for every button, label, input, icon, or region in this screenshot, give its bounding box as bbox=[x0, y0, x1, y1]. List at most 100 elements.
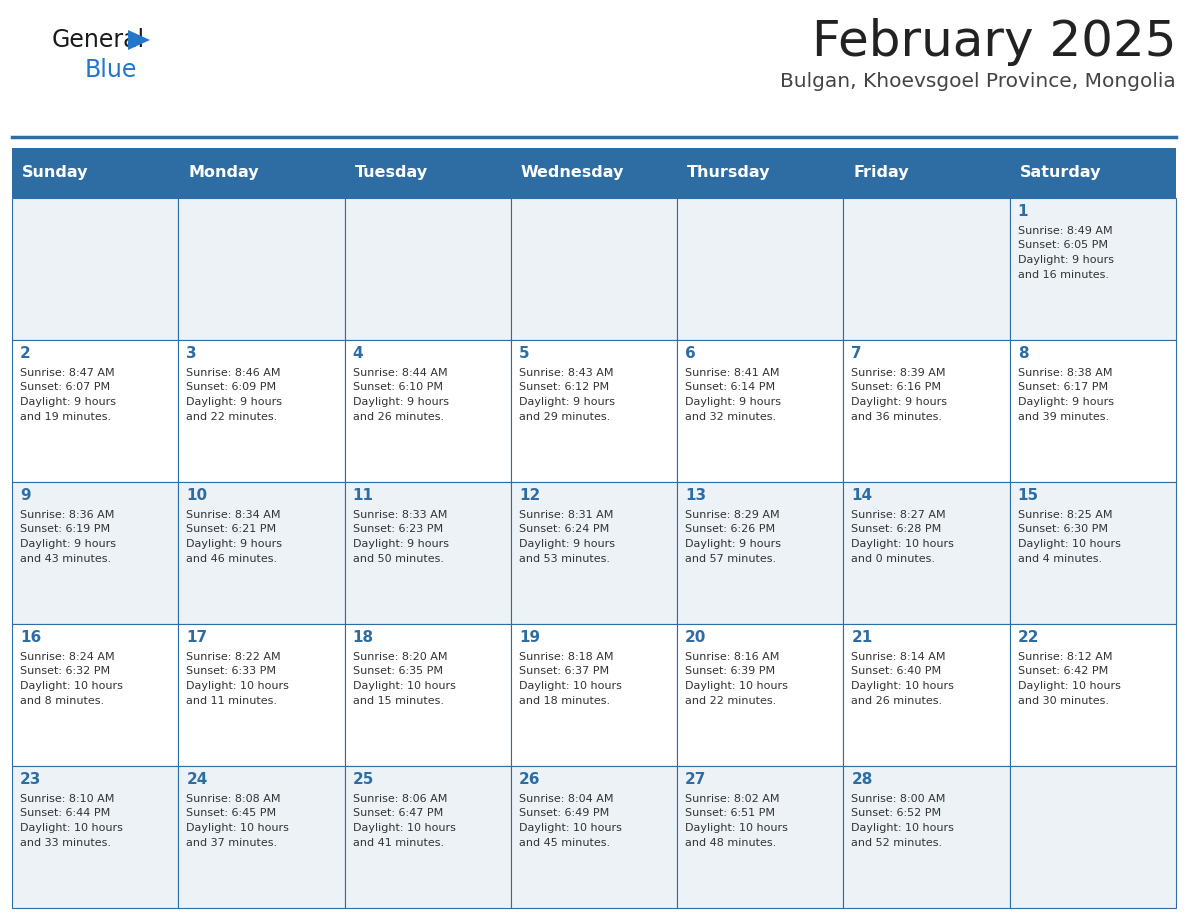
Bar bbox=[12, 766, 178, 908]
Text: Daylight: 10 hours: Daylight: 10 hours bbox=[852, 539, 954, 549]
Text: Sunset: 6:17 PM: Sunset: 6:17 PM bbox=[1018, 383, 1108, 393]
Bar bbox=[12, 198, 178, 340]
Bar bbox=[511, 198, 677, 340]
Text: Sunrise: 8:41 AM: Sunrise: 8:41 AM bbox=[685, 368, 779, 378]
Text: Sunset: 6:05 PM: Sunset: 6:05 PM bbox=[1018, 241, 1107, 251]
Text: 28: 28 bbox=[852, 772, 873, 787]
Text: and 43 minutes.: and 43 minutes. bbox=[20, 554, 112, 564]
Text: and 57 minutes.: and 57 minutes. bbox=[685, 554, 776, 564]
Bar bbox=[677, 482, 843, 624]
Text: Daylight: 10 hours: Daylight: 10 hours bbox=[1018, 681, 1120, 691]
Text: 20: 20 bbox=[685, 630, 707, 645]
Text: and 33 minutes.: and 33 minutes. bbox=[20, 837, 110, 847]
Text: 16: 16 bbox=[20, 630, 42, 645]
Bar bbox=[1010, 340, 1176, 482]
Text: Sunset: 6:51 PM: Sunset: 6:51 PM bbox=[685, 809, 775, 819]
Text: Sunrise: 8:47 AM: Sunrise: 8:47 AM bbox=[20, 368, 114, 378]
Text: Daylight: 9 hours: Daylight: 9 hours bbox=[852, 397, 947, 407]
Bar bbox=[345, 340, 511, 482]
Text: 15: 15 bbox=[1018, 488, 1038, 503]
Text: Sunset: 6:21 PM: Sunset: 6:21 PM bbox=[187, 524, 277, 534]
Text: Sunrise: 8:38 AM: Sunrise: 8:38 AM bbox=[1018, 368, 1112, 378]
Text: 11: 11 bbox=[353, 488, 373, 503]
Text: Sunset: 6:44 PM: Sunset: 6:44 PM bbox=[20, 809, 110, 819]
Text: and 11 minutes.: and 11 minutes. bbox=[187, 696, 277, 706]
Text: and 53 minutes.: and 53 minutes. bbox=[519, 554, 609, 564]
Text: Daylight: 10 hours: Daylight: 10 hours bbox=[353, 823, 455, 833]
Bar bbox=[677, 340, 843, 482]
Text: Sunset: 6:35 PM: Sunset: 6:35 PM bbox=[353, 666, 443, 677]
Bar bbox=[178, 624, 345, 766]
Text: Sunset: 6:26 PM: Sunset: 6:26 PM bbox=[685, 524, 776, 534]
Text: Daylight: 10 hours: Daylight: 10 hours bbox=[519, 823, 621, 833]
Text: Sunrise: 8:29 AM: Sunrise: 8:29 AM bbox=[685, 510, 779, 520]
Text: Sunrise: 8:12 AM: Sunrise: 8:12 AM bbox=[1018, 652, 1112, 662]
Polygon shape bbox=[128, 30, 150, 50]
Text: Sunset: 6:30 PM: Sunset: 6:30 PM bbox=[1018, 524, 1107, 534]
Text: Sunrise: 8:14 AM: Sunrise: 8:14 AM bbox=[852, 652, 946, 662]
Bar bbox=[677, 766, 843, 908]
Text: Sunset: 6:19 PM: Sunset: 6:19 PM bbox=[20, 524, 110, 534]
Text: and 15 minutes.: and 15 minutes. bbox=[353, 696, 443, 706]
Text: February 2025: February 2025 bbox=[811, 18, 1176, 66]
Text: Friday: Friday bbox=[853, 165, 909, 181]
Text: and 16 minutes.: and 16 minutes. bbox=[1018, 270, 1108, 279]
Text: 24: 24 bbox=[187, 772, 208, 787]
Text: Sunrise: 8:25 AM: Sunrise: 8:25 AM bbox=[1018, 510, 1112, 520]
Text: Sunrise: 8:31 AM: Sunrise: 8:31 AM bbox=[519, 510, 613, 520]
Bar bbox=[12, 624, 178, 766]
Text: Sunrise: 8:27 AM: Sunrise: 8:27 AM bbox=[852, 510, 946, 520]
Text: Sunrise: 8:00 AM: Sunrise: 8:00 AM bbox=[852, 794, 946, 804]
Bar bbox=[178, 340, 345, 482]
Text: Sunset: 6:09 PM: Sunset: 6:09 PM bbox=[187, 383, 277, 393]
Text: 12: 12 bbox=[519, 488, 541, 503]
Text: Saturday: Saturday bbox=[1019, 165, 1101, 181]
Text: and 4 minutes.: and 4 minutes. bbox=[1018, 554, 1101, 564]
Text: and 41 minutes.: and 41 minutes. bbox=[353, 837, 443, 847]
Text: Daylight: 9 hours: Daylight: 9 hours bbox=[353, 539, 449, 549]
Text: Daylight: 10 hours: Daylight: 10 hours bbox=[20, 681, 122, 691]
Text: Daylight: 10 hours: Daylight: 10 hours bbox=[187, 681, 289, 691]
Text: Daylight: 9 hours: Daylight: 9 hours bbox=[519, 539, 615, 549]
Text: 14: 14 bbox=[852, 488, 872, 503]
Text: Sunrise: 8:16 AM: Sunrise: 8:16 AM bbox=[685, 652, 779, 662]
Text: 9: 9 bbox=[20, 488, 31, 503]
Bar bbox=[12, 340, 178, 482]
Text: Sunrise: 8:08 AM: Sunrise: 8:08 AM bbox=[187, 794, 280, 804]
Text: Sunset: 6:23 PM: Sunset: 6:23 PM bbox=[353, 524, 443, 534]
Text: Sunset: 6:40 PM: Sunset: 6:40 PM bbox=[852, 666, 942, 677]
Bar bbox=[677, 198, 843, 340]
Bar bbox=[345, 198, 511, 340]
Text: Daylight: 9 hours: Daylight: 9 hours bbox=[187, 397, 283, 407]
Bar bbox=[843, 340, 1010, 482]
Text: 5: 5 bbox=[519, 346, 530, 361]
Text: Sunset: 6:07 PM: Sunset: 6:07 PM bbox=[20, 383, 110, 393]
Text: Wednesday: Wednesday bbox=[520, 165, 624, 181]
Text: Daylight: 9 hours: Daylight: 9 hours bbox=[685, 539, 782, 549]
Text: 3: 3 bbox=[187, 346, 197, 361]
Text: Daylight: 10 hours: Daylight: 10 hours bbox=[1018, 539, 1120, 549]
Text: 2: 2 bbox=[20, 346, 31, 361]
Text: Daylight: 9 hours: Daylight: 9 hours bbox=[519, 397, 615, 407]
Text: and 48 minutes.: and 48 minutes. bbox=[685, 837, 777, 847]
Text: Daylight: 10 hours: Daylight: 10 hours bbox=[20, 823, 122, 833]
Bar bbox=[345, 766, 511, 908]
Bar bbox=[511, 766, 677, 908]
Text: Sunrise: 8:10 AM: Sunrise: 8:10 AM bbox=[20, 794, 114, 804]
Bar bbox=[12, 148, 1176, 198]
Text: Tuesday: Tuesday bbox=[354, 165, 428, 181]
Bar bbox=[843, 766, 1010, 908]
Text: 18: 18 bbox=[353, 630, 374, 645]
Text: Daylight: 10 hours: Daylight: 10 hours bbox=[852, 681, 954, 691]
Text: and 36 minutes.: and 36 minutes. bbox=[852, 411, 942, 421]
Text: 25: 25 bbox=[353, 772, 374, 787]
Bar bbox=[1010, 624, 1176, 766]
Text: Daylight: 9 hours: Daylight: 9 hours bbox=[20, 397, 116, 407]
Text: and 32 minutes.: and 32 minutes. bbox=[685, 411, 776, 421]
Text: Sunset: 6:42 PM: Sunset: 6:42 PM bbox=[1018, 666, 1108, 677]
Text: Bulgan, Khoevsgoel Province, Mongolia: Bulgan, Khoevsgoel Province, Mongolia bbox=[781, 72, 1176, 91]
Text: Daylight: 9 hours: Daylight: 9 hours bbox=[187, 539, 283, 549]
Text: Sunset: 6:16 PM: Sunset: 6:16 PM bbox=[852, 383, 941, 393]
Text: and 18 minutes.: and 18 minutes. bbox=[519, 696, 609, 706]
Text: Sunset: 6:45 PM: Sunset: 6:45 PM bbox=[187, 809, 277, 819]
